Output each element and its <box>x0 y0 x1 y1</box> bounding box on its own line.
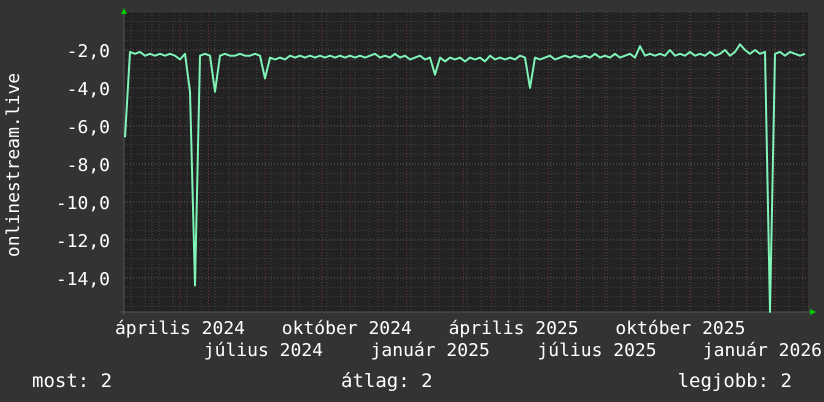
x-tick-label: április 2025 <box>449 318 579 339</box>
y-tick-label: -4,0 <box>67 79 110 100</box>
y-tick-label: -14,0 <box>56 269 110 290</box>
plot-area <box>124 12 808 312</box>
x-tick-label: július 2025 <box>537 340 656 361</box>
series-line <box>124 43 806 313</box>
x-axis-arrow-icon <box>810 309 816 315</box>
y-tick-label: -8,0 <box>67 155 110 176</box>
y-tick-label: -10,0 <box>56 193 110 214</box>
y-tick-label: -12,0 <box>56 231 110 252</box>
x-tick-label: január 2025 <box>371 340 490 361</box>
y-tick-label: -2,0 <box>67 41 110 62</box>
y-axis-title: onlinestream.live <box>3 73 24 257</box>
legend-current: most: 2 <box>32 370 113 392</box>
x-tick-label: április 2024 <box>115 318 245 339</box>
x-tick-label: július 2024 <box>204 340 323 361</box>
y-axis: -2,0 -4,0 -6,0 -8,0 -10,0 -12,0 -14,0 <box>56 41 110 290</box>
x-tick-label: október 2024 <box>282 318 412 339</box>
x-tick-label: január 2026 <box>703 340 822 361</box>
legend-average: átlag: 2 <box>341 370 433 392</box>
y-axis-arrow-icon <box>121 8 127 14</box>
legend-best: legjobb: 2 <box>677 370 792 392</box>
x-tick-label: október 2025 <box>615 318 745 339</box>
y-tick-label: -6,0 <box>67 117 110 138</box>
grid <box>124 11 808 312</box>
